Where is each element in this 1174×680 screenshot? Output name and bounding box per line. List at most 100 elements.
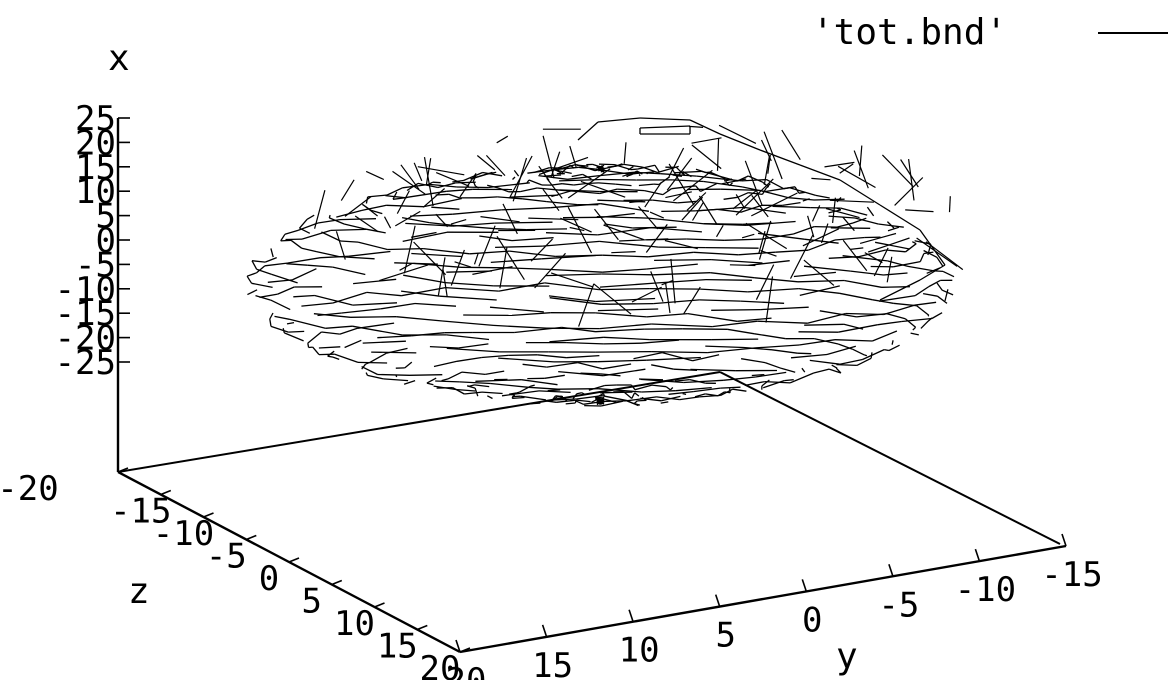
x-tick-label: -15 xyxy=(55,294,116,334)
surface-segment xyxy=(327,355,334,358)
surface-segment xyxy=(622,170,637,177)
surface-segment xyxy=(615,183,632,187)
surface-segment xyxy=(542,240,600,247)
surface-segment xyxy=(538,156,589,176)
surface-segment xyxy=(301,247,317,253)
surface-segment xyxy=(329,217,345,225)
surface-segment xyxy=(603,398,615,403)
surface-segment xyxy=(528,179,543,186)
surface-segment xyxy=(642,166,658,174)
surface-segment xyxy=(705,246,759,249)
surface-segment xyxy=(522,363,547,368)
surface-segment xyxy=(711,308,761,311)
surface-segment xyxy=(928,279,941,288)
surface-segment xyxy=(344,196,372,217)
surface-segment xyxy=(413,162,423,182)
surface-segment xyxy=(576,190,600,195)
surface-segment xyxy=(781,129,801,161)
surface-segment xyxy=(598,163,615,166)
surface-segment xyxy=(901,317,932,323)
surface-segment xyxy=(352,302,398,306)
surface-segment xyxy=(651,323,713,328)
surface-segment xyxy=(578,283,595,327)
surface-segment xyxy=(510,194,559,198)
surface-segment xyxy=(772,205,811,209)
surface-segment xyxy=(514,326,562,334)
surface-segment xyxy=(600,400,623,407)
surface-segment xyxy=(912,326,917,331)
surface-segment xyxy=(700,288,748,293)
surface-segment xyxy=(719,133,761,151)
surface-segment xyxy=(365,170,385,181)
surface-segment xyxy=(380,302,416,310)
surface-segment xyxy=(369,352,387,363)
surface-segment xyxy=(528,386,559,390)
surface-segment xyxy=(920,320,929,329)
surface-segment xyxy=(270,299,291,311)
surface-segment xyxy=(559,178,603,182)
surface-segment xyxy=(602,254,649,258)
surface-segment xyxy=(758,220,772,260)
surface-segment xyxy=(314,190,326,229)
surface-segment xyxy=(864,354,868,357)
surface-segment xyxy=(460,266,506,269)
surface-segment xyxy=(941,289,954,296)
surface-segment xyxy=(403,274,446,284)
surface-segment xyxy=(527,169,553,174)
surface-segment xyxy=(720,188,760,192)
surface-segment xyxy=(411,231,437,238)
surface-segment xyxy=(881,154,914,187)
surface-segment xyxy=(927,314,930,317)
surface-segment xyxy=(544,374,565,379)
surface-segment xyxy=(842,239,868,272)
surface-segment xyxy=(448,193,460,199)
surface-segment xyxy=(288,330,305,333)
surface-segment xyxy=(580,372,601,375)
surface-segment xyxy=(597,359,647,363)
surface-segment xyxy=(630,384,636,391)
axis-ticks: 2520151050-5-10-15-20-25-20-15-10-505101… xyxy=(0,99,1103,680)
surface-segment xyxy=(784,379,794,382)
surface-segment xyxy=(884,348,890,352)
surface-segment xyxy=(409,374,443,376)
surface-segment xyxy=(596,215,649,219)
surface-segment xyxy=(866,206,875,217)
surface-segment xyxy=(656,396,680,401)
surface-segment xyxy=(513,170,520,177)
surface-segment xyxy=(927,317,933,322)
surface-segment xyxy=(561,171,564,175)
surface-segment xyxy=(542,188,560,212)
surface-segment xyxy=(404,361,413,369)
surface-segment xyxy=(271,273,298,284)
surface-mesh xyxy=(246,117,964,407)
surface-segment xyxy=(549,268,603,273)
surface-segment xyxy=(665,386,671,391)
surface-segment xyxy=(751,192,798,217)
surface-segment xyxy=(401,216,430,224)
surface-segment xyxy=(797,279,845,283)
surface-segment xyxy=(502,203,518,235)
surface-segment xyxy=(489,306,544,313)
surface-segment xyxy=(456,186,489,189)
surface-segment xyxy=(648,251,694,258)
surface-segment xyxy=(653,272,711,276)
surface-segment xyxy=(256,265,266,274)
surface-segment xyxy=(904,318,917,328)
surface-segment xyxy=(669,387,674,391)
surface-segment xyxy=(286,263,308,266)
surface-segment xyxy=(290,239,303,249)
surface-segment xyxy=(738,251,776,256)
surface-segment xyxy=(519,385,531,393)
y-tick-label: 0 xyxy=(802,600,822,640)
surface-segment xyxy=(837,165,876,189)
y-tick-label: -15 xyxy=(1041,555,1102,595)
y-tick-mark xyxy=(888,564,894,577)
surface-segment xyxy=(820,223,829,244)
surface-segment xyxy=(313,313,351,318)
surface-segment xyxy=(286,321,295,325)
surface-segment xyxy=(578,166,597,170)
surface-segment xyxy=(900,159,919,188)
surface-segment xyxy=(595,297,656,303)
surface-segment xyxy=(458,343,489,349)
